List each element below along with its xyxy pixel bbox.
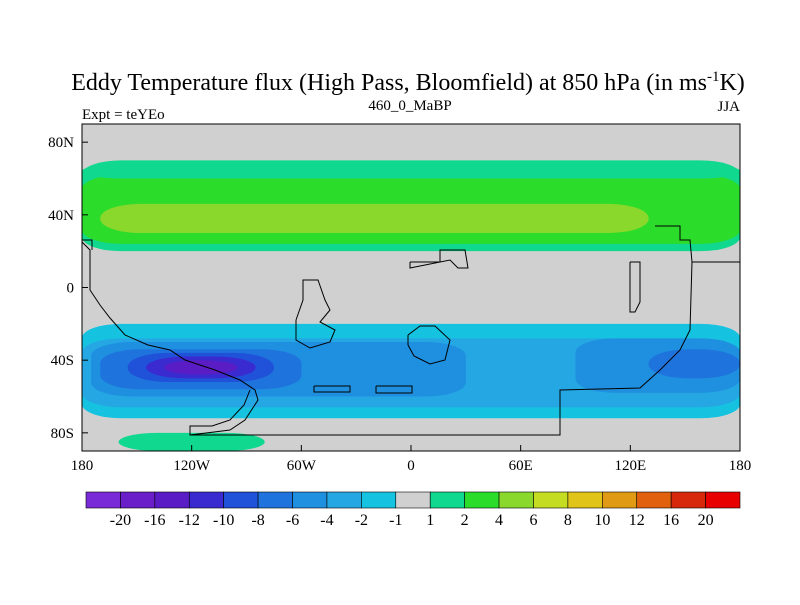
colorbar-level-5: -6: [286, 512, 299, 529]
colorbar-level-1: -16: [144, 512, 165, 529]
coastline-island-1: [313, 385, 351, 393]
colorbar-swatch-10: [429, 491, 465, 509]
colorbar-swatch-3: [188, 491, 224, 509]
field-nh-core-1to2: [82, 163, 740, 179]
chart-title: Eddy Temperature flux (High Pass, Bloomf…: [71, 69, 745, 96]
colorbar-swatch-13: [533, 491, 569, 509]
colorbar-swatch-1: [120, 491, 156, 509]
y-tick-label-4: 80S: [51, 426, 74, 442]
y-tick-label-3: 40S: [51, 353, 74, 369]
center-note: 460_0_MaBP: [368, 98, 451, 114]
field-sh-core-minus16to-12: [164, 360, 238, 375]
colorbar-level-10: 2: [461, 512, 469, 529]
field-nh-core-6to8: [100, 203, 649, 233]
colorbar-level-6: -4: [320, 512, 333, 529]
field-sh-east-minus8to-6: [648, 349, 740, 379]
colorbar-level-9: 1: [426, 512, 434, 529]
colorbar-level-0: -20: [110, 512, 131, 529]
colorbar-swatch-15: [602, 491, 638, 509]
colorbar-swatch-17: [670, 491, 706, 509]
colorbar: [85, 491, 741, 509]
x-tick-label-2: 60W: [287, 458, 317, 474]
colorbar-swatch-16: [636, 491, 672, 509]
chart-title-main: Eddy Temperature flux (High Pass, Bloomf…: [71, 70, 707, 96]
colorbar-level-16: 16: [663, 512, 679, 529]
colorbar-swatch-9: [395, 491, 431, 509]
colorbar-level-3: -10: [213, 512, 234, 529]
colorbar-swatch-7: [326, 491, 362, 509]
colorbar-swatch-4: [223, 491, 259, 509]
coastlines: [82, 225, 740, 436]
coastline-australia: [407, 325, 451, 365]
colorbar-swatch-6: [292, 491, 328, 509]
colorbar-swatch-8: [361, 491, 397, 509]
x-tick-label-4: 60E: [509, 458, 533, 474]
coastline-island-2: [375, 385, 413, 394]
y-tick-label-1: 40N: [48, 208, 74, 224]
y-axis: 80N 40N 0 40S 80S: [48, 135, 88, 442]
coastline-asia: [629, 261, 641, 313]
colorbar-swatch-12: [498, 491, 534, 509]
x-tick-label-1: 120W: [173, 458, 211, 474]
field-polar-plus-1to2: [118, 432, 265, 451]
coastline-west-edge: [82, 239, 93, 250]
colorbar-swatch-0: [85, 491, 121, 509]
colorbar-swatch-18: [705, 491, 741, 509]
colorbar-level-11: 4: [495, 512, 503, 529]
contour-fields: [82, 160, 740, 451]
chart-title-superscript: -1: [707, 69, 720, 85]
y-tick-label-2: 0: [67, 281, 75, 297]
colorbar-level-8: -1: [389, 512, 402, 529]
colorbar-level-7: -2: [355, 512, 368, 529]
coastline-africa: [409, 249, 469, 269]
colorbar-level-4: -8: [251, 512, 264, 529]
x-tick-label-5: 120E: [614, 458, 646, 474]
coastline-northeast: [655, 225, 693, 263]
coastline-antarctica: [190, 261, 740, 436]
x-tick-label-6: 180: [729, 458, 752, 474]
colorbar-swatch-5: [257, 491, 293, 509]
y-tick-label-0: 80N: [48, 135, 74, 151]
colorbar-swatch-14: [567, 491, 603, 509]
colorbar-level-14: 10: [594, 512, 610, 529]
x-tick-label-0: 180: [71, 458, 94, 474]
colorbar-level-15: 12: [629, 512, 645, 529]
left-note: Expt = teYEo: [82, 107, 165, 123]
chart-title-suffix: K): [719, 70, 744, 96]
x-tick-label-3: 0: [407, 458, 415, 474]
colorbar-level-2: -12: [179, 512, 200, 529]
right-note: JJA: [717, 99, 740, 115]
colorbar-swatch-2: [154, 491, 190, 509]
coastline-south-america: [82, 241, 259, 436]
colorbar-swatch-11: [464, 491, 500, 509]
colorbar-labels: -20 -16 -12 -10 -8 -6 -4 -2 -1 1 2 4 6 8 10 12 16 20: [110, 512, 714, 529]
x-axis: 180 120W 60W 0 60E 120E 180: [71, 445, 752, 474]
coastline-europe: [295, 279, 336, 349]
colorbar-level-12: 6: [529, 512, 537, 529]
colorbar-level-13: 8: [564, 512, 572, 529]
colorbar-level-17: 20: [698, 512, 714, 529]
